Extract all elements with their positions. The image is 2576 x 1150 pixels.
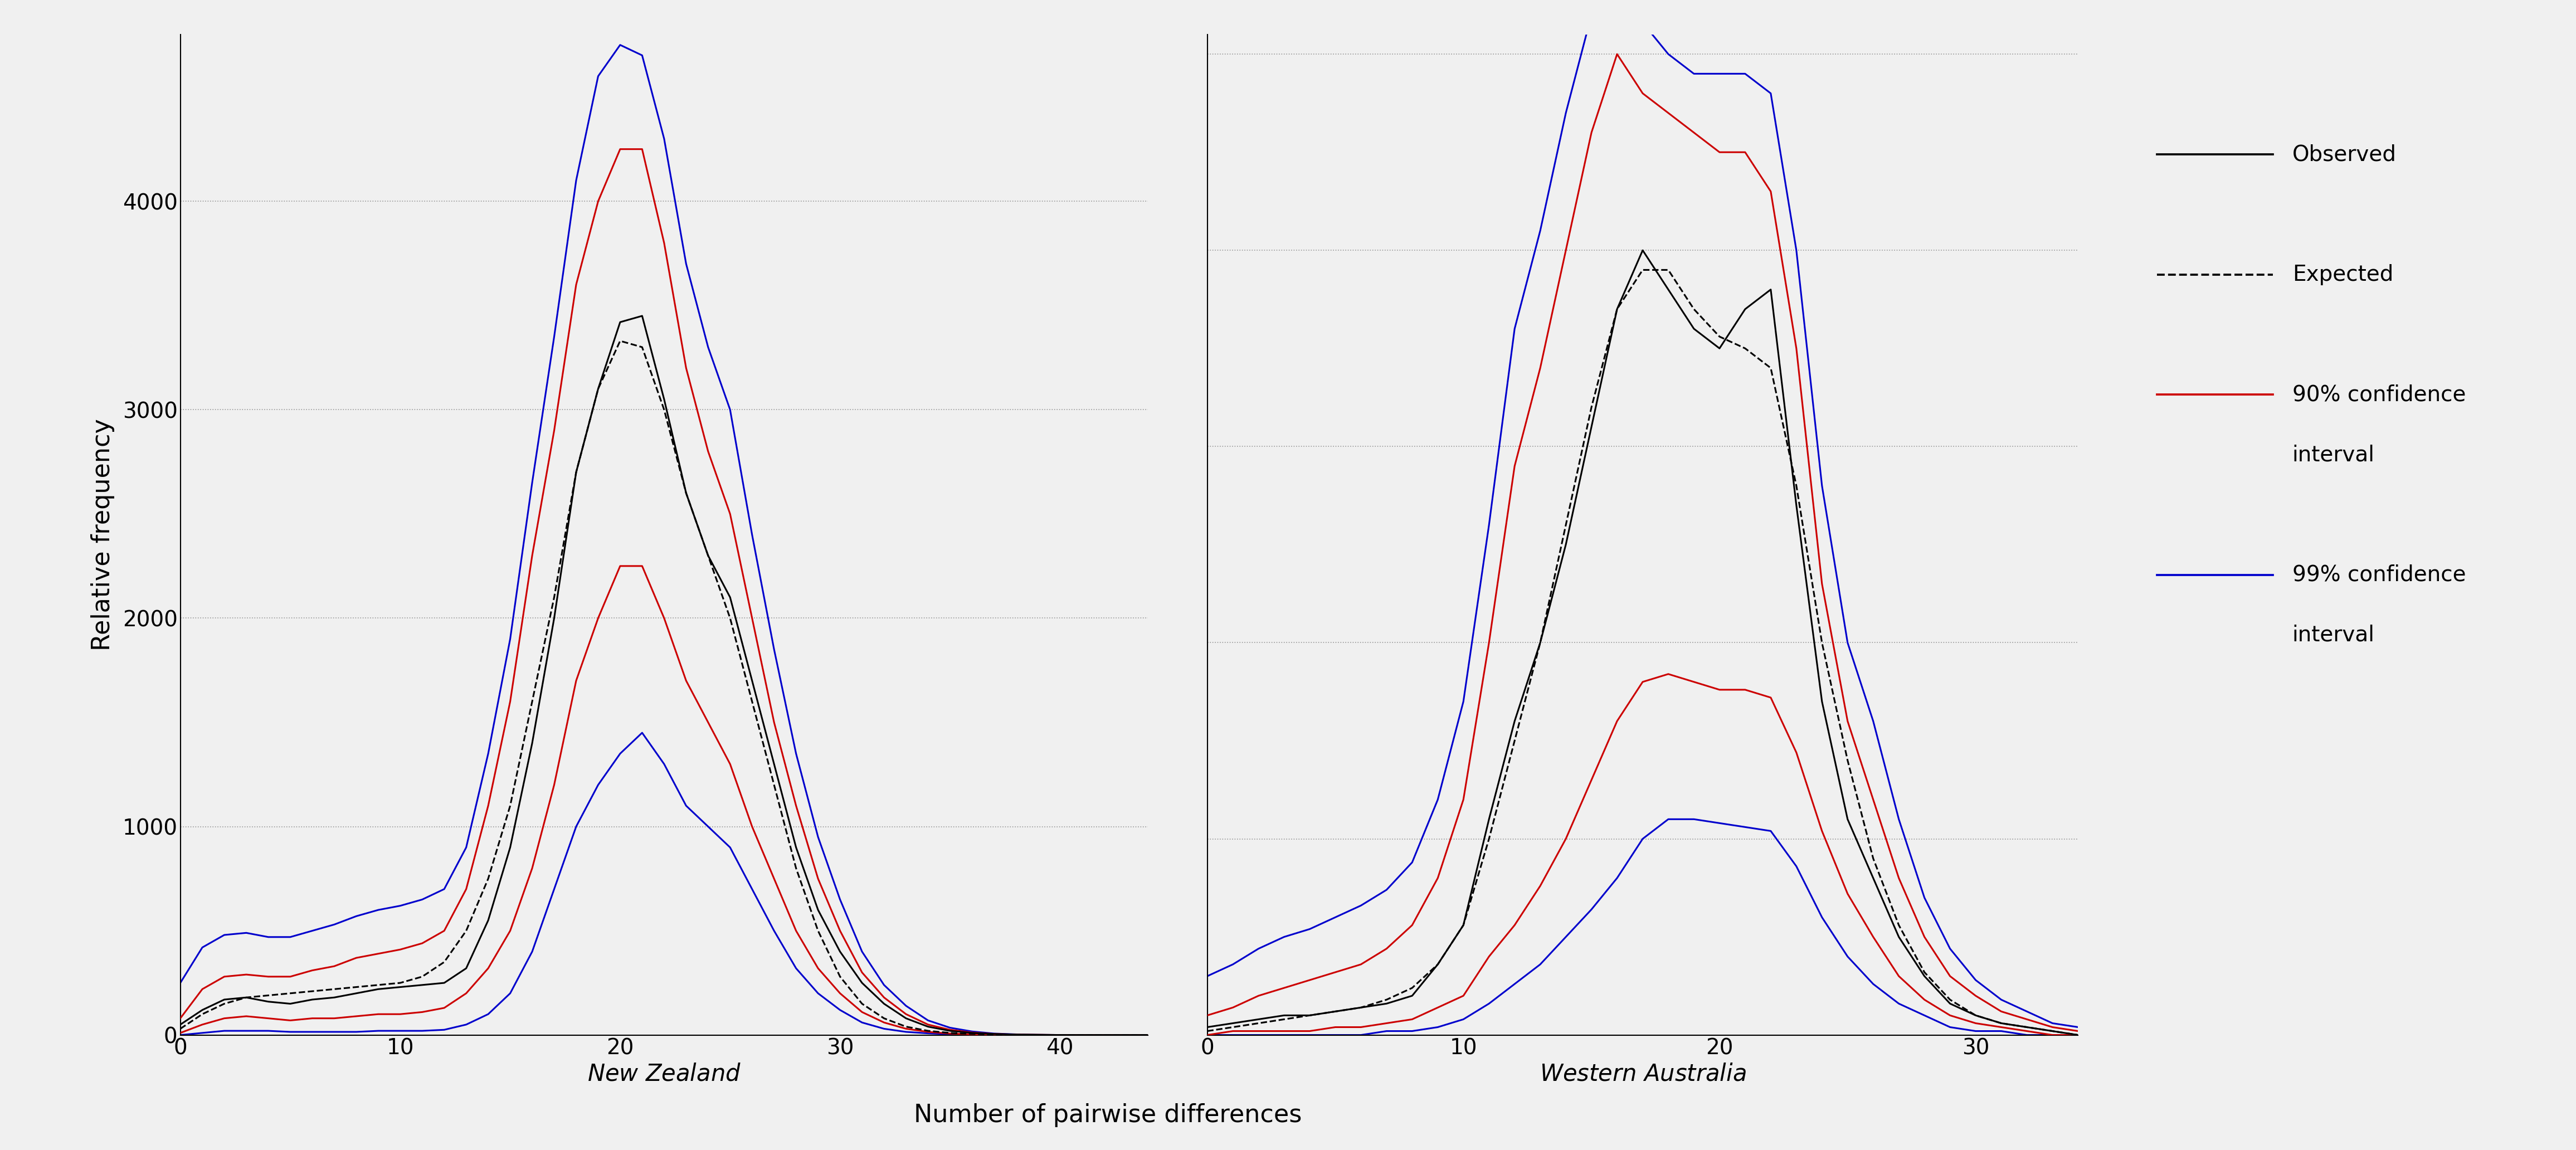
Text: Number of pairwise differences: Number of pairwise differences: [914, 1103, 1301, 1127]
Text: Observed: Observed: [2293, 144, 2396, 166]
X-axis label: $\it{Western\ Australia}$: $\it{Western\ Australia}$: [1540, 1061, 1747, 1086]
Text: interval: interval: [2293, 444, 2375, 466]
Text: Expected: Expected: [2293, 264, 2393, 285]
Text: 90% confidence: 90% confidence: [2293, 384, 2465, 405]
Y-axis label: Relative frequency: Relative frequency: [90, 419, 116, 651]
Text: 99% confidence: 99% confidence: [2293, 565, 2465, 585]
X-axis label: $\it{New\ Zealand}$: $\it{New\ Zealand}$: [587, 1061, 742, 1086]
Text: interval: interval: [2293, 624, 2375, 645]
